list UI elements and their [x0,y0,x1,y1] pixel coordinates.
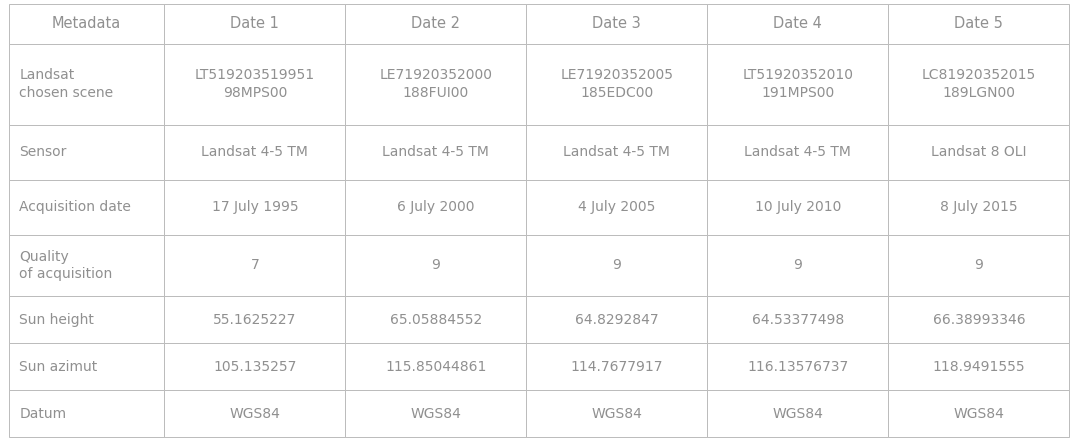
Text: 17 July 1995: 17 July 1995 [211,200,299,214]
Bar [526,296,707,344]
Bar [526,4,707,44]
Bar [164,296,345,344]
Bar [9,344,164,390]
Bar [707,44,888,125]
Bar [888,235,1069,296]
Text: 9: 9 [975,258,983,273]
Text: 66.38993346: 66.38993346 [932,313,1025,327]
Bar [345,180,526,235]
Text: Sensor: Sensor [19,145,67,159]
Bar [888,4,1069,44]
Bar [164,4,345,44]
Text: WGS84: WGS84 [773,407,824,421]
Bar [9,235,164,296]
Text: WGS84: WGS84 [592,407,642,421]
Text: 9: 9 [431,258,440,273]
Text: 7: 7 [250,258,259,273]
Bar [345,296,526,344]
Text: Landsat
chosen scene: Landsat chosen scene [19,68,113,100]
Bar [164,44,345,125]
Text: 6 July 2000: 6 July 2000 [397,200,474,214]
Bar [888,344,1069,390]
Text: Date 4: Date 4 [773,16,823,31]
Text: 116.13576737: 116.13576737 [747,360,848,374]
Bar [888,296,1069,344]
Bar [888,390,1069,437]
Text: 55.1625227: 55.1625227 [213,313,296,327]
Bar [707,180,888,235]
Text: 4 July 2005: 4 July 2005 [578,200,655,214]
Text: Landsat 4-5 TM: Landsat 4-5 TM [745,145,852,159]
Bar [526,125,707,180]
Bar [9,44,164,125]
Bar [345,125,526,180]
Text: 8 July 2015: 8 July 2015 [940,200,1018,214]
Bar [707,296,888,344]
Text: 64.8292847: 64.8292847 [575,313,659,327]
Bar [707,125,888,180]
Text: Metadata: Metadata [52,16,121,31]
Text: WGS84: WGS84 [230,407,280,421]
Bar [526,180,707,235]
Bar [707,4,888,44]
Bar [9,4,164,44]
Bar [526,344,707,390]
Bar [888,125,1069,180]
Bar [345,390,526,437]
Bar [164,344,345,390]
Bar [526,390,707,437]
Text: LE71920352000
188FUI00: LE71920352000 188FUI00 [379,68,493,100]
Text: LC81920352015
189LGN00: LC81920352015 189LGN00 [922,68,1036,100]
Text: 9: 9 [793,258,802,273]
Text: Sun azimut: Sun azimut [19,360,98,374]
Bar [9,390,164,437]
Text: Date 1: Date 1 [231,16,279,31]
Bar [707,344,888,390]
Bar [888,180,1069,235]
Text: WGS84: WGS84 [411,407,461,421]
Text: Landsat 4-5 TM: Landsat 4-5 TM [383,145,489,159]
Text: Datum: Datum [19,407,67,421]
Text: WGS84: WGS84 [953,407,1005,421]
Bar [345,44,526,125]
Bar [707,235,888,296]
Bar [345,4,526,44]
Text: Quality
of acquisition: Quality of acquisition [19,250,113,281]
Text: Sun height: Sun height [19,313,94,327]
Bar [164,180,345,235]
Text: 10 July 2010: 10 July 2010 [755,200,841,214]
Bar [707,390,888,437]
Bar [9,180,164,235]
Text: Date 3: Date 3 [593,16,641,31]
Text: LT519203519951
98MPS00: LT519203519951 98MPS00 [195,68,315,100]
Text: 115.85044861: 115.85044861 [385,360,486,374]
Text: 105.135257: 105.135257 [213,360,296,374]
Bar [345,344,526,390]
Bar [9,125,164,180]
Bar [526,235,707,296]
Text: 64.53377498: 64.53377498 [751,313,844,327]
Text: Acquisition date: Acquisition date [19,200,132,214]
Text: 114.7677917: 114.7677917 [570,360,663,374]
Bar [888,44,1069,125]
Bar [164,125,345,180]
Bar [526,44,707,125]
Text: 9: 9 [612,258,621,273]
Text: Date 2: Date 2 [412,16,460,31]
Bar [9,296,164,344]
Bar [345,235,526,296]
Text: LT51920352010
191MPS00: LT51920352010 191MPS00 [743,68,854,100]
Text: LE71920352005
185EDC00: LE71920352005 185EDC00 [561,68,674,100]
Text: 65.05884552: 65.05884552 [390,313,482,327]
Text: 118.9491555: 118.9491555 [932,360,1025,374]
Text: Landsat 4-5 TM: Landsat 4-5 TM [202,145,308,159]
Text: Landsat 4-5 TM: Landsat 4-5 TM [564,145,671,159]
Bar [164,235,345,296]
Bar [164,390,345,437]
Text: Landsat 8 OLI: Landsat 8 OLI [931,145,1026,159]
Text: Date 5: Date 5 [954,16,1004,31]
